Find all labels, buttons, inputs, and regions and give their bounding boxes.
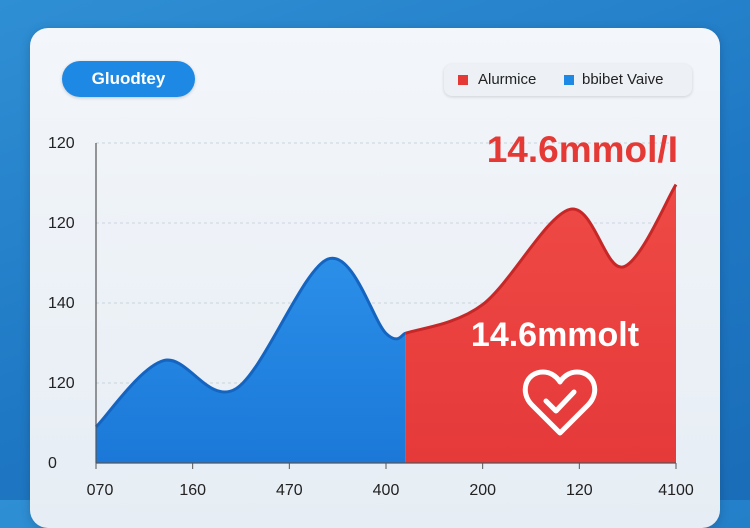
y-tick-label: 0 bbox=[48, 455, 57, 472]
x-tick-label: 070 bbox=[87, 482, 114, 499]
y-tick-label: 120 bbox=[48, 215, 75, 232]
glucose-area-chart: 0 120 140 120 120 070 160 470 400 200 120 4100 14.6… bbox=[0, 0, 750, 500]
inner-value-label: 14.6mmolt bbox=[471, 316, 639, 354]
x-tick-label: 120 bbox=[566, 482, 593, 499]
x-tick-label: 160 bbox=[179, 482, 206, 499]
x-tick-label: 400 bbox=[373, 482, 400, 499]
series-area-bbibet-vaive bbox=[96, 258, 405, 463]
y-tick-label: 120 bbox=[48, 135, 75, 152]
y-tick-label: 120 bbox=[48, 375, 75, 392]
x-tick-label: 470 bbox=[276, 482, 303, 499]
x-tick-label: 200 bbox=[469, 482, 496, 499]
headline-value-label: 14.6mmol/I bbox=[487, 129, 678, 170]
y-tick-label: 140 bbox=[48, 295, 75, 312]
x-tick-label: 4100 bbox=[658, 482, 694, 499]
